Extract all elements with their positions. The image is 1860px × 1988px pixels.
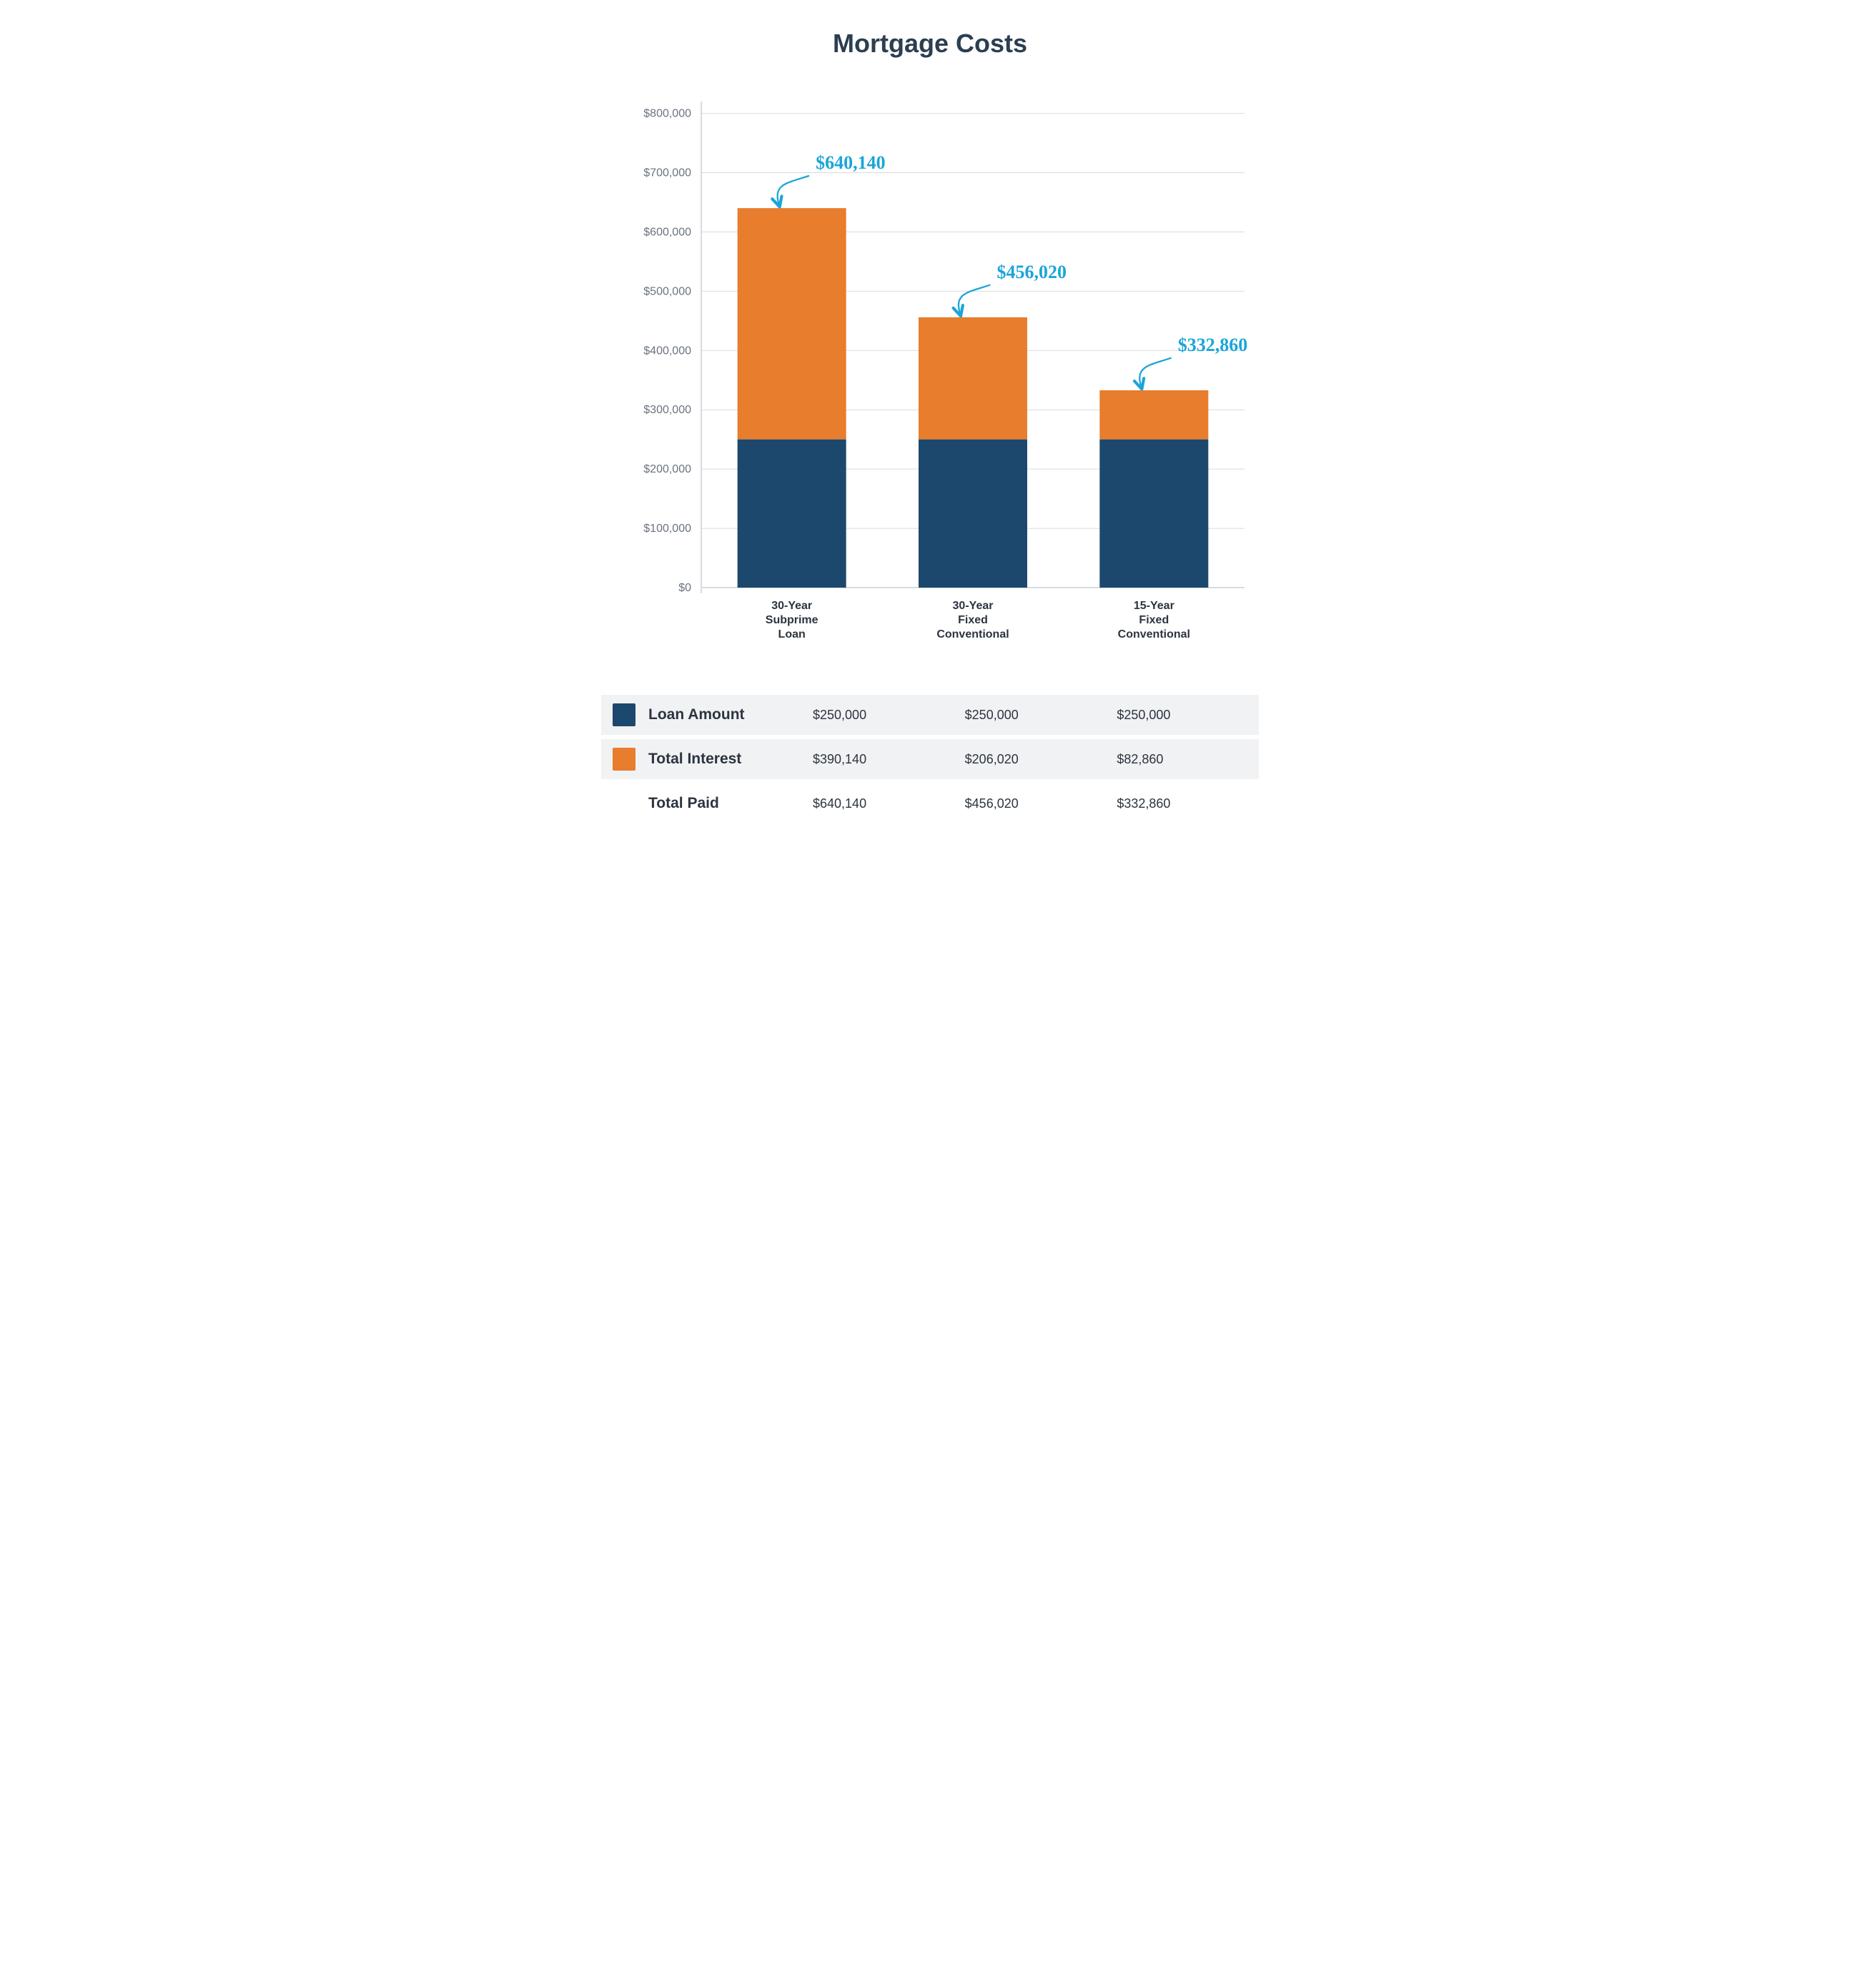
row-value: $250,000: [1102, 708, 1247, 723]
bar-interest-subprime: [738, 208, 846, 440]
y-tick-label: $100,000: [643, 523, 691, 535]
bar-loan-subprime: [738, 440, 846, 588]
chart-area: $0 $100,000 $200,000 $300,000 $400,000 $500,0…: [601, 87, 1259, 673]
table-row-interest: Total Interest $390,140 $206,020 $82,860: [601, 739, 1259, 779]
y-tick-label: $300,000: [643, 404, 691, 416]
row-value: $640,140: [798, 796, 944, 811]
table-row-total: Total Paid $640,140 $456,020 $332,860: [601, 783, 1259, 824]
bar-loan-fixed30: [919, 440, 1027, 588]
row-value: $250,000: [798, 708, 944, 723]
x-label-subprime: Loan: [778, 628, 806, 641]
y-tick-label: $800,000: [643, 108, 691, 120]
x-label-fixed15: Fixed: [1139, 614, 1169, 626]
bar-chart-svg: $0 $100,000 $200,000 $300,000 $400,000 $500,0…: [601, 87, 1259, 673]
bar-interest-fixed30: [919, 317, 1027, 440]
y-tick-label: $400,000: [643, 345, 691, 357]
bar-loan-fixed15: [1099, 440, 1208, 588]
x-label-fixed30: 30-Year: [953, 600, 994, 612]
callout-label-fixed15: $332,860: [1178, 335, 1248, 355]
row-value: $332,860: [1102, 796, 1247, 811]
y-tick-label: $500,000: [643, 285, 691, 297]
row-value: $206,020: [951, 752, 1096, 767]
legend-swatch-interest: [613, 748, 635, 771]
y-tick-label: $200,000: [643, 463, 691, 475]
x-label-fixed15: Conventional: [1118, 628, 1190, 641]
y-tick-label: $700,000: [643, 167, 691, 179]
row-label-interest: Total Interest: [648, 751, 791, 768]
y-tick-label: $600,000: [643, 226, 691, 238]
callout-arrow-subprime: [778, 176, 808, 204]
bar-interest-fixed15: [1099, 390, 1208, 440]
table-row-loan: Loan Amount $250,000 $250,000 $250,000: [601, 695, 1259, 735]
callout-label-subprime: $640,140: [816, 152, 886, 173]
x-label-subprime: 30-Year: [771, 600, 812, 612]
data-table: Loan Amount $250,000 $250,000 $250,000 Total…: [601, 695, 1259, 824]
legend-swatch-loan: [613, 703, 635, 726]
x-label-fixed30: Conventional: [936, 628, 1009, 641]
callout-label-fixed30: $456,020: [996, 262, 1067, 282]
chart-title: Mortgage Costs: [573, 29, 1287, 59]
x-label-subprime: Subprime: [766, 614, 818, 626]
row-label-total: Total Paid: [648, 795, 791, 812]
x-label-fixed30: Fixed: [958, 614, 988, 626]
y-tick-label: $0: [678, 582, 691, 594]
row-value: $456,020: [951, 796, 1096, 811]
row-label-loan: Loan Amount: [648, 706, 791, 723]
row-value: $390,140: [798, 752, 944, 767]
row-value: $82,860: [1102, 752, 1247, 767]
callout-arrow-fixed15: [1139, 358, 1170, 386]
callout-arrow-fixed30: [959, 285, 989, 313]
chart-container: Mortgage Costs $0 $100,000 $200,000 $300,00…: [573, 29, 1287, 824]
x-label-fixed15: 15-Year: [1134, 600, 1174, 612]
row-value: $250,000: [951, 708, 1096, 723]
